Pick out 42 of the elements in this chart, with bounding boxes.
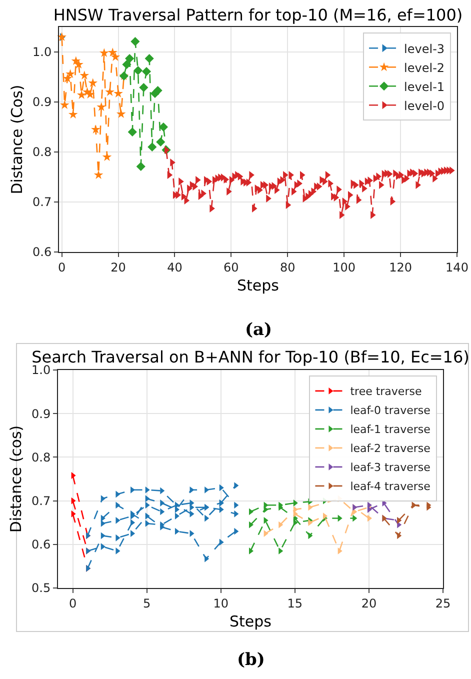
legend-label: leaf-3 traverse — [350, 461, 431, 474]
x-tick-label: 80 — [280, 260, 296, 274]
y-tick-label: 0.9 — [32, 95, 52, 110]
x-axis-title: Steps — [237, 276, 280, 294]
text: (a) — [245, 320, 272, 340]
y-tick-label: 0.6 — [32, 245, 52, 260]
x-tick-label: 100 — [332, 260, 356, 274]
x-tick-label: 25 — [435, 596, 451, 610]
y-tick-label: 0.7 — [32, 195, 52, 210]
legend-label: leaf-2 traverse — [350, 442, 431, 456]
y-tick-label: 1.0 — [32, 363, 51, 378]
legend-label: level-2 — [404, 60, 445, 75]
x-axis-title: Steps — [230, 612, 272, 630]
legend-label: level-1 — [404, 80, 445, 94]
legend-label: leaf-0 traverse — [350, 404, 431, 418]
y-tick-label: 1.0 — [32, 45, 52, 60]
legend-label: tree traverse — [350, 385, 422, 398]
x-tick-label: 10 — [213, 596, 229, 610]
x-tick-label: 20 — [361, 596, 377, 610]
x-tick-label: 120 — [389, 260, 412, 274]
y-tick-label: 0.8 — [32, 145, 52, 160]
text: (b) — [237, 650, 265, 670]
x-tick-label: 20 — [110, 260, 126, 274]
y-tick-label: 0.7 — [32, 494, 51, 508]
y-tick-label: 0.9 — [32, 406, 51, 421]
y-axis-title: Distance (Cos) — [8, 84, 26, 194]
x-tick-label: 40 — [167, 260, 182, 274]
x-tick-label: 5 — [143, 596, 151, 610]
y-tick-label: 0.8 — [32, 450, 51, 464]
x-tick-label: 140 — [446, 260, 468, 274]
chart-title: HNSW Traversal Pattern for top-10 (M=16, ef=100) — [53, 6, 463, 25]
y-tick-label: 0.6 — [32, 538, 51, 552]
y-axis-title: Distance (cos) — [6, 425, 25, 533]
x-tick-label: 60 — [224, 260, 239, 274]
x-tick-label: 0 — [58, 260, 66, 274]
legend-label: leaf-4 traverse — [350, 480, 431, 494]
legend-label: level-0 — [404, 98, 445, 113]
y-tick-label: 0.5 — [32, 581, 51, 596]
x-tick-label: 0 — [68, 596, 77, 610]
x-tick-label: 15 — [287, 596, 303, 610]
legend-label: level-3 — [404, 42, 445, 56]
legend-label: leaf-1 traverse — [350, 423, 431, 436]
